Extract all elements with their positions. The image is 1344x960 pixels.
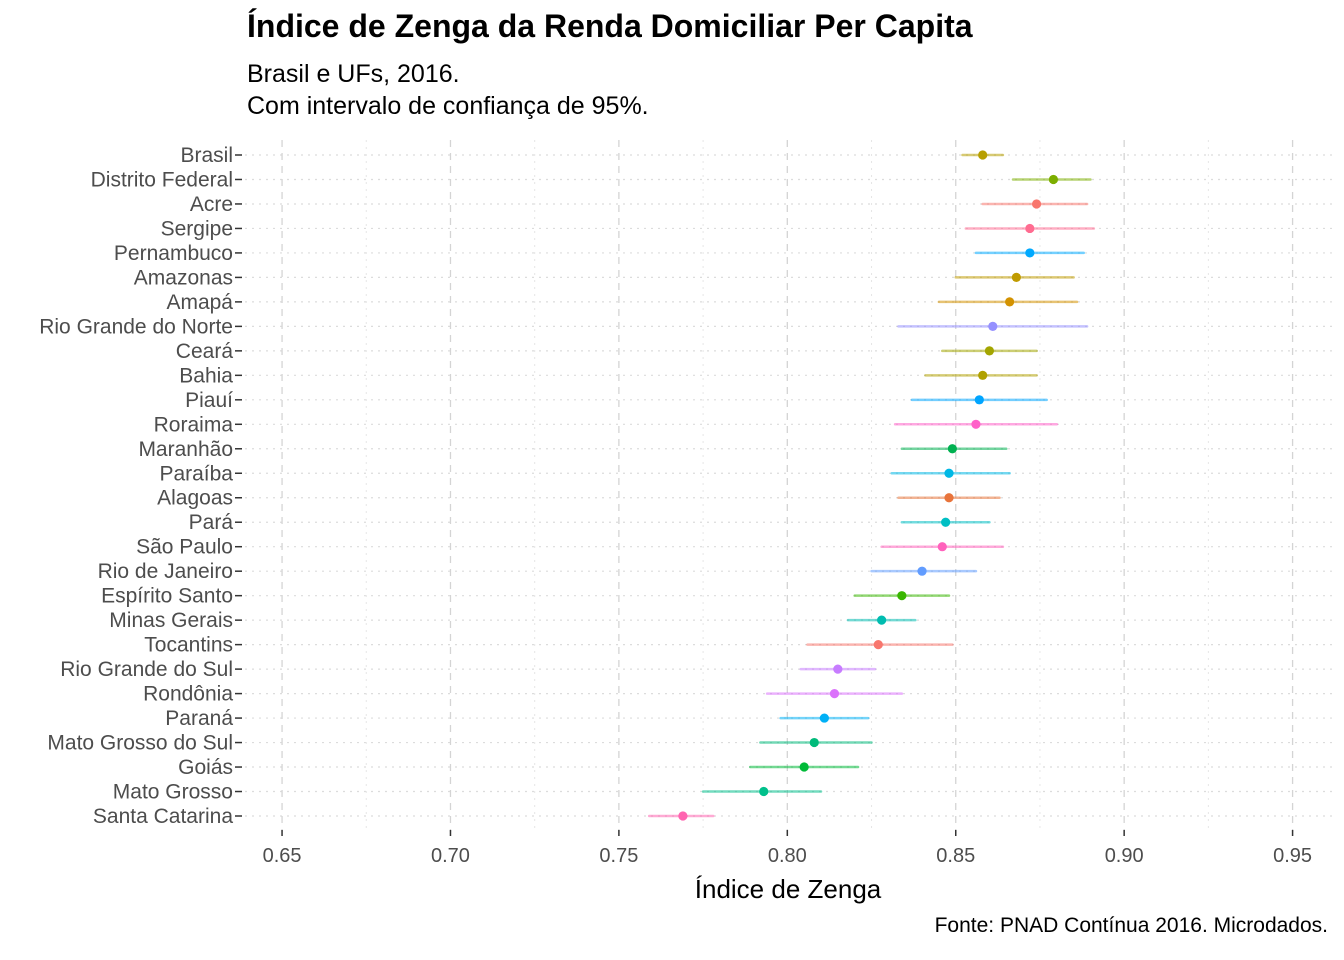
x-tick-label: 0.75 [599,845,638,867]
y-tick-label: Ceará [176,340,234,363]
data-point [897,591,907,601]
data-point [974,395,984,405]
y-tick-label: Pernambuco [114,242,233,265]
data-point [1011,272,1021,283]
data-point [829,688,840,699]
y-tick-label: Paraíba [159,462,233,485]
x-axis-title: Índice de Zenga [695,874,882,904]
data-point [819,713,829,723]
x-tick-label: 0.65 [263,845,302,867]
data-points [678,150,1059,821]
data-point [978,370,988,380]
data-point [799,762,809,772]
y-tick-label: Espírito Santo [101,585,233,608]
data-point [678,811,688,821]
y-tick-label: Acre [190,193,233,216]
chart-title: Índice de Zenga da Renda Domiciliar Per … [247,8,973,44]
y-tick-label: Mato Grosso [113,781,233,804]
data-point [944,493,954,503]
y-tick-label: Mato Grosso do Sul [47,732,233,755]
data-point [833,664,843,674]
x-tick-label: 0.80 [768,845,807,867]
y-tick-label: São Paulo [136,536,233,559]
data-point [1025,223,1035,234]
data-point [1048,174,1059,185]
data-point [877,615,887,625]
y-tick-label: Rio Grande do Sul [60,658,233,681]
y-tick-label: Pará [189,511,234,534]
y-tick-label: Brasil [180,144,233,167]
data-point [984,346,995,356]
x-axis: 0.65 0.70 0.75 0.80 0.85 0.90 0.95 [263,830,1312,867]
y-tick-label: Alagoas [157,487,233,510]
y-tick-label: Rio Grande do Norte [39,315,233,338]
y-tick-label: Rio de Janeiro [98,560,233,583]
y-tick-label: Sergipe [161,217,233,240]
y-tick-label: Amazonas [134,266,233,289]
data-point [759,786,769,797]
data-point [988,321,998,331]
y-tick-label: Santa Catarina [93,805,233,828]
data-point [944,468,954,478]
x-tick-label: 0.70 [431,845,470,867]
data-point [947,444,957,454]
chart-subtitle-line-2: Com intervalo de confiança de 95%. [247,92,649,120]
y-tick-label: Piauí [185,389,233,412]
grid-lines [245,140,1333,832]
y-tick-label: Maranhão [138,438,233,461]
y-tick-label: Rondônia [143,683,233,706]
data-point [1025,248,1035,258]
y-tick-label: Distrito Federal [91,168,233,191]
y-tick-label: Roraima [154,413,234,436]
x-tick-label: 0.85 [936,845,975,867]
y-tick-label: Minas Gerais [109,609,233,632]
y-tick-label: Bahia [179,364,233,387]
data-point [917,566,927,576]
y-tick-label: Goiás [178,756,233,779]
x-tick-label: 0.90 [1105,845,1144,867]
y-tick-label: Tocantins [144,634,233,657]
data-point [873,640,883,650]
chart-caption: Fonte: PNAD Contínua 2016. Microdados. [934,914,1328,937]
data-point [941,517,951,527]
x-tick-label: 0.95 [1273,845,1312,867]
data-point [809,737,819,748]
y-tick-label: Paraná [165,707,233,730]
data-point [971,419,981,429]
chart-subtitle-line-1: Brasil e UFs, 2016. [247,60,460,88]
data-point [1031,199,1042,209]
data-point [978,150,988,160]
y-tick-label: Amapá [166,291,233,314]
data-point [1005,297,1015,307]
data-point [937,542,947,552]
